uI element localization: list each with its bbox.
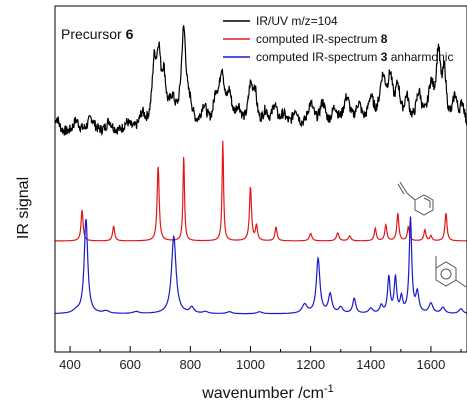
x-tick-label: 800: [179, 357, 201, 372]
x-tick-label: 1000: [236, 357, 265, 372]
benzene-structure-icon: [435, 256, 467, 288]
series-line-ir-uv: [54, 25, 467, 137]
legend: IR/UV m/z=104 computed IR-spectrum 8 com…: [223, 14, 453, 64]
y-axis-label: IR signal: [15, 177, 32, 239]
x-axis-label: wavenumber /cm-1: [201, 383, 334, 402]
styrene-structure-icon: [397, 181, 434, 216]
x-tick-label: 600: [119, 357, 141, 372]
plot-area: [54, 25, 467, 315]
x-tick-label: 1600: [416, 357, 445, 372]
legend-label-ir-uv: IR/UV m/z=104: [256, 14, 338, 28]
series-line-computed-8: [55, 140, 467, 242]
x-tick-label: 400: [59, 357, 81, 372]
x-tick-label: 1400: [356, 357, 385, 372]
plot-frame: [54, 5, 467, 353]
precursor-annotation: Precursor 6: [61, 26, 134, 42]
x-axis-ticks: 400 600 800 1000 1200 1400 1600: [59, 346, 462, 372]
legend-label-computed-3: computed IR-spectrum 3 anharmonic: [256, 50, 453, 64]
x-tick-label: 1200: [296, 357, 325, 372]
series-line-computed-3-anharmonic: [55, 216, 467, 315]
legend-label-computed-8: computed IR-spectrum 8: [256, 32, 388, 46]
